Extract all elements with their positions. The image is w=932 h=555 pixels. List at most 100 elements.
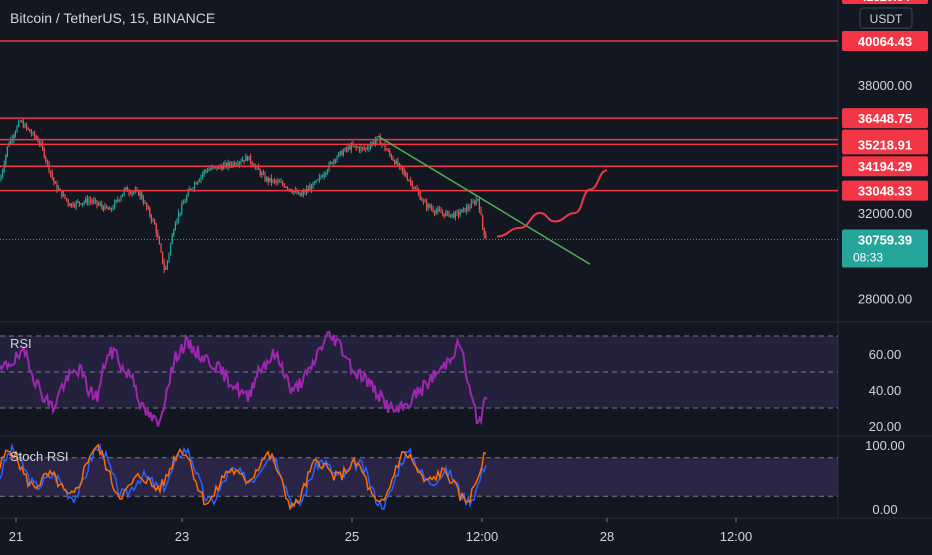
candle-body [56,183,58,190]
candle-body [411,181,413,188]
candle-body [442,213,444,214]
candle-body [235,164,237,165]
candle-body [230,164,232,166]
candle-body [61,190,63,197]
candle-body [141,192,143,199]
candle-body [286,187,288,189]
candle-body [261,173,263,175]
candle-body [43,148,45,158]
price-axis-tick: 32000.00 [858,206,912,221]
candle-body [454,212,456,218]
candle-body [296,190,298,194]
stoch-rsi-pane-label: Stoch RSI [10,449,69,464]
candle-body [101,204,103,207]
candle-body [453,213,455,218]
candle-body [198,179,200,182]
candle-body [413,187,415,189]
candle-body [438,209,440,211]
projection-path [496,169,608,238]
candle-body [50,170,52,174]
candle-body [234,162,236,165]
candle-body [426,202,428,208]
candle-body [216,166,218,169]
candle-body [45,157,47,161]
candle-body [3,164,5,171]
candle-body [462,207,464,210]
candle-body [283,184,285,187]
candle-body [195,183,197,185]
candle-body [125,187,127,190]
candle-body [414,188,416,190]
candle-body [53,177,55,183]
candle-body [250,156,252,163]
candle-body [422,200,424,202]
candle-body [406,176,408,180]
candle-body [350,144,352,150]
candle-body [150,215,152,221]
candle-body [96,200,98,205]
trendline [377,135,591,265]
price-axis-tick: 28000.00 [858,291,912,306]
candle-body [437,209,439,211]
candle-body [202,173,204,176]
candle-body [246,156,248,161]
candle-body [448,211,450,217]
candle-body [333,159,335,164]
candle-body [302,191,304,194]
level-price-tag [842,134,928,155]
candle-body [102,206,104,210]
candle-body [342,151,344,156]
candle-body [451,213,453,215]
current-price-label: 30759.39 [858,232,912,247]
candle-body [346,148,348,150]
candle-body [91,200,93,202]
candle-body [330,162,332,164]
candle-body [83,201,85,203]
candle-body [373,142,375,144]
candle-body [424,200,426,203]
candle-body [432,208,434,212]
candle-body [440,210,442,214]
candle-body [344,148,346,152]
candle-body [184,201,186,204]
candle-body [370,144,372,148]
candle-body [40,142,42,144]
candle-body [477,199,479,200]
candle-body [46,160,48,163]
candle-body [98,204,100,206]
candle-body [376,136,378,141]
candle-body [160,244,162,252]
candle-body [446,211,448,213]
candle-body [149,208,151,216]
candle-body [467,207,469,209]
candle-body [470,202,472,209]
candle-body [210,169,212,170]
candle-body [152,220,154,221]
time-axis-label: 28 [600,529,614,544]
candle-body [133,192,135,193]
candle-body [459,212,461,215]
candle-body [85,198,87,202]
candle-body [251,162,253,165]
candle-body [456,211,458,213]
current-price-tag [842,229,928,268]
candle-body [341,151,343,156]
candle-body [390,154,392,159]
candle-body [109,208,111,210]
candle-body [147,207,149,209]
level-price-tag [842,180,928,201]
candle-body [229,162,231,165]
price-axis-tick: 38000.00 [858,78,912,93]
candle-body [266,177,268,181]
candle-body [405,172,407,177]
candle-body [13,135,15,140]
candle-body [280,182,282,184]
candle-body [237,164,239,165]
candle-body [293,191,295,193]
candle-body [26,124,28,128]
candle-body [248,156,250,161]
candle-body [120,196,122,200]
candle-body [35,136,37,139]
